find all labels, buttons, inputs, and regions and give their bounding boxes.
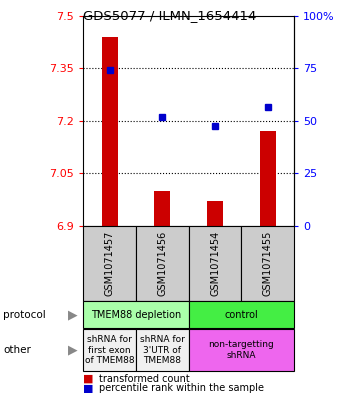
Text: control: control xyxy=(224,310,258,320)
Bar xyxy=(189,226,241,301)
Text: shRNA for
3'UTR of
TMEM88: shRNA for 3'UTR of TMEM88 xyxy=(140,335,185,365)
Text: GDS5077 / ILMN_1654414: GDS5077 / ILMN_1654414 xyxy=(83,9,257,22)
Text: GSM1071456: GSM1071456 xyxy=(157,231,167,296)
Text: GSM1071455: GSM1071455 xyxy=(263,231,273,296)
Bar xyxy=(102,37,118,226)
Text: transformed count: transformed count xyxy=(99,374,189,384)
Bar xyxy=(136,329,189,371)
Bar xyxy=(154,191,170,226)
Bar xyxy=(83,329,136,371)
Text: percentile rank within the sample: percentile rank within the sample xyxy=(99,383,264,393)
Text: GSM1071454: GSM1071454 xyxy=(210,231,220,296)
Text: TMEM88 depletion: TMEM88 depletion xyxy=(91,310,181,320)
Bar xyxy=(241,226,294,301)
Text: ■: ■ xyxy=(83,383,94,393)
Text: protocol: protocol xyxy=(3,310,46,320)
Bar xyxy=(83,226,136,301)
Bar xyxy=(136,226,189,301)
Bar xyxy=(83,301,189,328)
Bar xyxy=(260,131,276,226)
Text: other: other xyxy=(3,345,31,355)
Text: GSM1071457: GSM1071457 xyxy=(105,231,115,296)
Text: non-targetting
shRNA: non-targetting shRNA xyxy=(208,340,274,360)
Bar xyxy=(189,329,294,371)
Bar xyxy=(207,202,223,226)
Text: ▶: ▶ xyxy=(68,343,78,357)
Text: ■: ■ xyxy=(83,374,94,384)
Text: shRNA for
first exon
of TMEM88: shRNA for first exon of TMEM88 xyxy=(85,335,134,365)
Bar xyxy=(189,301,294,328)
Text: ▶: ▶ xyxy=(68,308,78,321)
